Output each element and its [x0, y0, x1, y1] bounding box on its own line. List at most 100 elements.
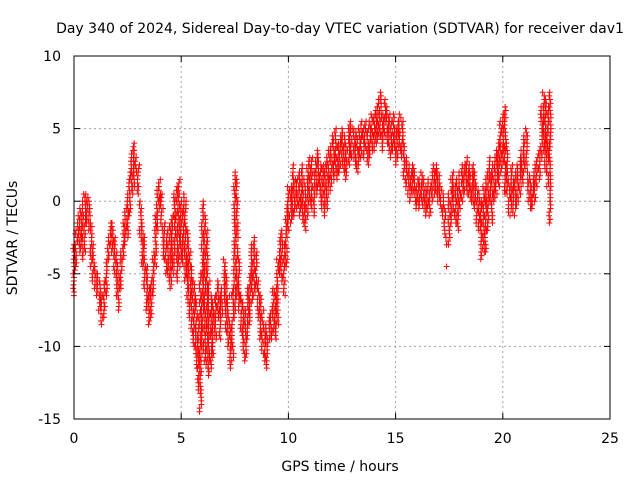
data-point: [258, 296, 265, 303]
data-point: [91, 263, 98, 270]
data-point: [228, 347, 235, 354]
data-point: [443, 263, 450, 270]
data-point: [198, 394, 205, 401]
data-point: [88, 230, 95, 237]
data-point: [477, 256, 484, 263]
data-point: [233, 230, 240, 237]
data-point: [546, 219, 553, 226]
data-point: [429, 198, 436, 205]
data-point: [233, 176, 240, 183]
data-point: [234, 219, 241, 226]
data-point: [450, 169, 457, 176]
data-point: [204, 238, 211, 245]
data-point: [89, 256, 96, 263]
data-point: [200, 209, 207, 216]
data-point: [104, 263, 111, 270]
data-point: [203, 234, 210, 241]
data-point: [224, 296, 231, 303]
data-point: [245, 321, 252, 328]
data-point: [518, 183, 525, 190]
data-point: [138, 219, 145, 226]
data-point: [100, 296, 107, 303]
data-point: [133, 154, 140, 161]
data-point: [489, 209, 496, 216]
data-point: [346, 161, 353, 168]
data-point: [547, 100, 554, 107]
x-tick-label: 5: [177, 431, 186, 447]
data-point: [546, 198, 553, 205]
x-tick-label: 25: [601, 431, 619, 447]
data-point: [397, 114, 404, 121]
data-point: [147, 296, 154, 303]
data-point: [547, 201, 554, 208]
data-point: [72, 256, 79, 263]
data-point: [197, 372, 204, 379]
data-point: [140, 259, 147, 266]
data-point: [222, 281, 229, 288]
data-point: [117, 259, 124, 266]
data-point: [149, 274, 156, 281]
data-point: [342, 165, 349, 172]
data-point: [333, 172, 340, 179]
data-point: [531, 198, 538, 205]
data-point: [325, 190, 332, 197]
data-point: [327, 183, 334, 190]
data-point: [250, 292, 257, 299]
data-point: [464, 154, 471, 161]
data-point: [304, 212, 311, 219]
data-point: [149, 288, 156, 295]
data-point: [239, 299, 246, 306]
data-point: [536, 176, 543, 183]
data-point: [473, 183, 480, 190]
y-tick-label: 10: [43, 49, 61, 65]
data-point: [282, 252, 289, 259]
data-point: [185, 238, 192, 245]
data-point: [158, 194, 165, 201]
data-point: [455, 227, 462, 234]
data-point: [153, 263, 160, 270]
data-point: [198, 386, 205, 393]
data-point: [232, 216, 239, 223]
data-point: [400, 140, 407, 147]
data-point: [192, 307, 199, 314]
data-point: [323, 201, 329, 208]
data-point: [547, 216, 554, 223]
data-point: [547, 187, 554, 194]
data-point: [547, 183, 554, 190]
data-point: [446, 227, 453, 234]
data-point: [98, 321, 105, 328]
data-point: [283, 259, 290, 266]
data-point: [259, 317, 266, 324]
data-point: [401, 143, 408, 150]
data-point: [314, 147, 321, 154]
data-point: [502, 129, 509, 136]
data-point: [280, 281, 287, 288]
data-point: [472, 180, 479, 187]
x-tick-label: 20: [494, 431, 512, 447]
data-point: [217, 336, 224, 343]
data-point: [225, 310, 232, 317]
data-point: [90, 252, 97, 259]
data-point: [87, 212, 94, 219]
data-point: [131, 147, 138, 154]
data-point: [376, 107, 383, 114]
data-point: [523, 129, 530, 136]
data-point: [201, 212, 208, 219]
data-point: [103, 259, 110, 266]
data-point: [97, 317, 104, 324]
data-point: [221, 263, 228, 270]
data-point: [546, 209, 553, 216]
data-point: [385, 114, 392, 121]
chart-title: Day 340 of 2024, Sidereal Day-to-day VTE…: [56, 21, 624, 37]
data-point: [203, 241, 210, 248]
data-point: [232, 238, 239, 245]
data-point: [546, 96, 553, 103]
data-point: [182, 223, 189, 230]
data-point: [234, 245, 241, 252]
data-point: [90, 241, 97, 248]
data-point: [496, 172, 503, 179]
data-point: [136, 161, 143, 168]
data-point: [141, 256, 148, 263]
data-point: [469, 165, 476, 172]
data-point: [302, 216, 309, 223]
